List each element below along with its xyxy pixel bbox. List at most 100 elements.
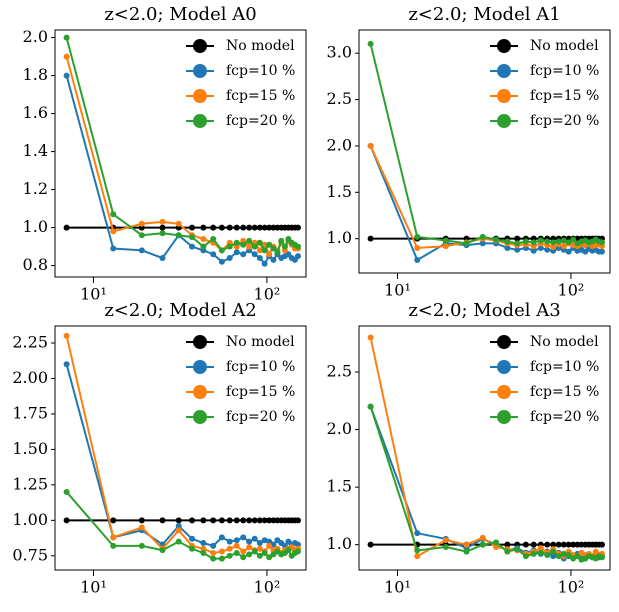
point (226, 255, 233, 261)
legend-marker (193, 410, 207, 424)
point (544, 246, 551, 253)
point (493, 236, 500, 243)
point (240, 517, 247, 524)
point (493, 539, 500, 546)
legend-label: fcp=15 % (226, 88, 295, 104)
point (261, 260, 268, 267)
point (175, 527, 182, 534)
legend-label: fcp=10 % (530, 359, 599, 375)
point (233, 542, 240, 549)
point (175, 517, 182, 524)
point (233, 549, 240, 556)
x-tick-label: 10² (558, 578, 585, 597)
point (246, 544, 253, 551)
point (442, 243, 449, 250)
point (270, 256, 277, 263)
point (570, 541, 577, 548)
point (550, 548, 557, 555)
legend-marker (497, 64, 511, 78)
y-tick-label: 1.8 (23, 65, 48, 84)
point (246, 517, 253, 524)
y-tick-label: 1.2 (23, 179, 48, 198)
point (240, 534, 247, 541)
point (226, 517, 233, 524)
point (210, 251, 217, 258)
point (175, 232, 182, 239)
point (256, 517, 263, 524)
point (226, 538, 233, 545)
point (210, 549, 217, 556)
point (555, 553, 562, 560)
point (598, 541, 605, 548)
point (218, 534, 225, 541)
subplot-title: z<2.0; Model A2 (104, 300, 256, 321)
series-line (65, 491, 299, 560)
point (266, 224, 273, 231)
point (550, 244, 557, 251)
legend-marker (497, 360, 511, 374)
y-tick-label: 2.25 (12, 333, 48, 352)
point (550, 553, 557, 560)
point (414, 257, 421, 264)
legend-label: No model (530, 38, 599, 54)
point (110, 245, 117, 252)
point (294, 224, 301, 231)
point (175, 538, 182, 545)
point (285, 547, 292, 554)
y-tick-label: 1.0 (327, 228, 352, 247)
point (598, 554, 605, 561)
point (218, 258, 225, 265)
y-tick-label: 1.6 (23, 103, 48, 122)
legend-label: fcp=20 % (226, 113, 295, 129)
point (256, 540, 263, 547)
subplot-title: z<2.0; Model A0 (104, 4, 256, 25)
point (504, 541, 511, 548)
x-tick-label: 10² (254, 578, 281, 597)
point (544, 552, 551, 559)
legend-marker (497, 114, 511, 128)
point (110, 534, 117, 541)
point (270, 245, 277, 252)
point (251, 251, 258, 258)
point (233, 239, 240, 246)
point (63, 332, 70, 339)
point (189, 243, 196, 250)
legend-marker (193, 385, 207, 399)
y-tick-label: 1.00 (12, 510, 48, 529)
point (159, 230, 166, 237)
point (110, 517, 117, 524)
y-tick-label: 3.0 (327, 43, 352, 62)
point (256, 224, 263, 231)
legend-marker (193, 335, 207, 349)
point (240, 224, 247, 231)
legend-label: No model (226, 334, 295, 350)
point (210, 542, 217, 549)
x-tick-label: 10¹ (80, 578, 107, 597)
point (530, 239, 537, 246)
y-tick-label: 2.0 (327, 135, 352, 154)
y-tick-label: 0.75 (12, 545, 48, 564)
point (281, 243, 288, 250)
point (479, 541, 486, 548)
point (189, 535, 196, 542)
point (522, 553, 529, 560)
point (233, 517, 240, 524)
point (294, 253, 301, 260)
point (367, 142, 374, 149)
point (159, 547, 166, 554)
x-tick-label: 10¹ (80, 285, 107, 304)
point (138, 247, 145, 254)
point (210, 236, 217, 242)
point (514, 246, 521, 253)
point (175, 523, 182, 530)
legend-label: fcp=20 % (530, 113, 599, 129)
point (200, 517, 207, 524)
point (530, 247, 537, 254)
legend-marker (497, 335, 511, 349)
point (256, 255, 263, 261)
point (565, 248, 572, 255)
point (560, 243, 567, 250)
point (200, 540, 207, 547)
point (226, 552, 233, 559)
point (110, 228, 117, 235)
